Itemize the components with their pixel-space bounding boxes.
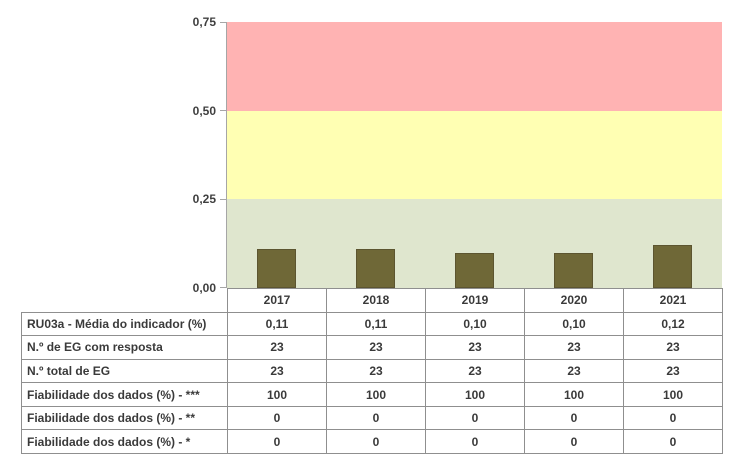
yellow-zone-band xyxy=(227,110,722,200)
indicator-table: 2017 2018 2019 2020 2021 RU03a - Média d… xyxy=(21,288,723,454)
bar-2019 xyxy=(455,253,494,288)
y-tick-000 xyxy=(220,287,226,288)
y-axis-label-075: 0,75 xyxy=(192,15,216,29)
table-row-eg-total: N.º total de EG 23 23 23 23 23 xyxy=(21,358,723,384)
table-cell: 0,11 xyxy=(326,311,426,337)
table-cell: 23 xyxy=(227,358,327,384)
bar-2021 xyxy=(653,245,692,288)
y-tick-075 xyxy=(220,22,226,23)
table-cell: 100 xyxy=(425,382,525,407)
y-axis-label-025: 0,25 xyxy=(192,192,216,206)
row-label: Fiabilidade dos dados (%) - ** xyxy=(21,405,228,431)
table-cell: 0,12 xyxy=(623,311,723,337)
table-cell: 23 xyxy=(425,358,525,384)
table-cell: 100 xyxy=(524,382,624,407)
table-row-eg-responses: N.º de EG com resposta 23 23 23 23 23 xyxy=(21,335,723,360)
table-cell: 23 xyxy=(524,335,624,360)
table-cell: 0 xyxy=(227,405,327,431)
table-cell: 23 xyxy=(326,358,426,384)
row-label: N.º total de EG xyxy=(21,358,228,384)
year-header: 2018 xyxy=(326,288,426,313)
year-header: 2021 xyxy=(623,288,723,313)
row-label: Fiabilidade dos dados (%) - * xyxy=(21,429,228,454)
red-zone-band xyxy=(227,22,722,111)
table-cell: 23 xyxy=(623,335,723,360)
y-axis-label-000: 0,00 xyxy=(192,281,216,295)
table-row-reliability-1star: Fiabilidade dos dados (%) - * 0 0 0 0 0 xyxy=(21,429,723,454)
row-label: Fiabilidade dos dados (%) - *** xyxy=(21,382,228,407)
plot-area xyxy=(227,22,722,289)
table-cell: 0 xyxy=(425,429,525,454)
table-cell: 0 xyxy=(326,405,426,431)
year-header: 2017 xyxy=(227,288,327,313)
table-row-years: 2017 2018 2019 2020 2021 xyxy=(22,288,723,313)
table-corner-cell xyxy=(22,289,228,313)
table-cell: 23 xyxy=(227,335,327,360)
y-axis-label-050: 0,50 xyxy=(192,104,216,118)
table-cell: 0,11 xyxy=(227,311,327,337)
bar-2020 xyxy=(554,253,593,288)
table-cell: 0 xyxy=(623,405,723,431)
table-cell: 0,10 xyxy=(425,311,525,337)
table-cell: 100 xyxy=(623,382,723,407)
table-cell: 100 xyxy=(326,382,426,407)
y-tick-025 xyxy=(220,199,226,200)
bars-layer xyxy=(227,22,722,288)
table-cell: 0 xyxy=(227,429,327,454)
table-cell: 23 xyxy=(623,358,723,384)
table-cell: 23 xyxy=(326,335,426,360)
table-row-indicator-mean: RU03a - Média do indicador (%) 0,11 0,11… xyxy=(21,311,723,337)
y-tick-050 xyxy=(220,110,226,111)
table-cell: 23 xyxy=(425,335,525,360)
table-cell: 0 xyxy=(524,405,624,431)
table-row-reliability-3star: Fiabilidade dos dados (%) - *** 100 100 … xyxy=(21,382,723,407)
table-cell: 100 xyxy=(227,382,327,407)
row-label: RU03a - Média do indicador (%) xyxy=(21,311,228,337)
bar-2017 xyxy=(257,249,296,288)
table-cell: 0,10 xyxy=(524,311,624,337)
year-header: 2020 xyxy=(524,288,624,313)
table-cell: 0 xyxy=(524,429,624,454)
table-cell: 0 xyxy=(326,429,426,454)
year-header: 2019 xyxy=(425,288,525,313)
table-row-reliability-2star: Fiabilidade dos dados (%) - ** 0 0 0 0 0 xyxy=(21,405,723,431)
bar-2018 xyxy=(356,249,395,288)
y-axis-line xyxy=(226,22,227,288)
table-cell: 0 xyxy=(425,405,525,431)
row-label: N.º de EG com resposta xyxy=(21,335,228,360)
table-cell: 0 xyxy=(623,429,723,454)
table-cell: 23 xyxy=(524,358,624,384)
